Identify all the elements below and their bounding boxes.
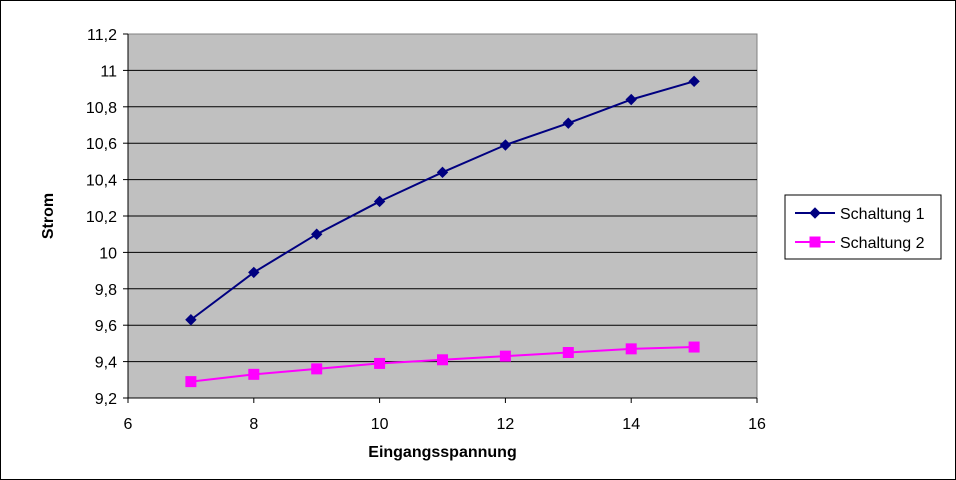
x-tick-label: 12 (497, 416, 515, 433)
y-axis-title: Strom (40, 193, 57, 239)
y-tick-label: 10,6 (86, 136, 117, 153)
series-1-point (310, 228, 323, 240)
series-1-point (185, 314, 197, 326)
x-tick-label: 14 (622, 416, 640, 433)
legend-marker-2 (809, 236, 821, 248)
y-tick-label: 10,2 (86, 209, 117, 226)
legend-box (784, 194, 942, 260)
legend-marker-1 (809, 207, 821, 219)
series-1-point (625, 93, 637, 106)
series-2-point (311, 363, 323, 375)
y-tick-label: 10 (99, 245, 117, 262)
series-1-point (499, 139, 512, 151)
y-tick-label: 11 (100, 63, 117, 80)
series-1-point (248, 266, 260, 279)
series-1-point (562, 117, 575, 129)
x-tick-label: 16 (748, 416, 766, 433)
series-2-point (185, 376, 197, 388)
series-1-point (436, 166, 449, 179)
series-2-point (499, 350, 511, 362)
series-2-point (248, 368, 260, 380)
series-1-point (373, 195, 386, 208)
series-2-point (562, 347, 574, 358)
y-tick-label: 9,8 (95, 282, 117, 299)
series-2-point (437, 354, 448, 366)
y-tick-label: 9,6 (95, 318, 117, 335)
y-tick-label: 10,8 (86, 100, 117, 117)
series-2-point (625, 343, 637, 355)
x-axis-title: Eingangsspannung (368, 444, 516, 461)
series-1-point (688, 75, 700, 88)
series-2-point (688, 341, 700, 353)
x-tick-label: 10 (371, 416, 389, 433)
y-tick-label: 9,2 (95, 391, 117, 408)
legend-label-2: Schaltung 2 (840, 235, 925, 252)
series-2-point (374, 357, 386, 369)
x-tick-label: 6 (124, 416, 133, 433)
x-tick-label: 8 (249, 416, 258, 433)
legend-label-1: Schaltung 1 (840, 206, 925, 223)
y-tick-label: 10,4 (86, 173, 117, 190)
y-tick-label: 9,4 (95, 355, 117, 372)
y-tick-label: 11,2 (87, 27, 117, 44)
